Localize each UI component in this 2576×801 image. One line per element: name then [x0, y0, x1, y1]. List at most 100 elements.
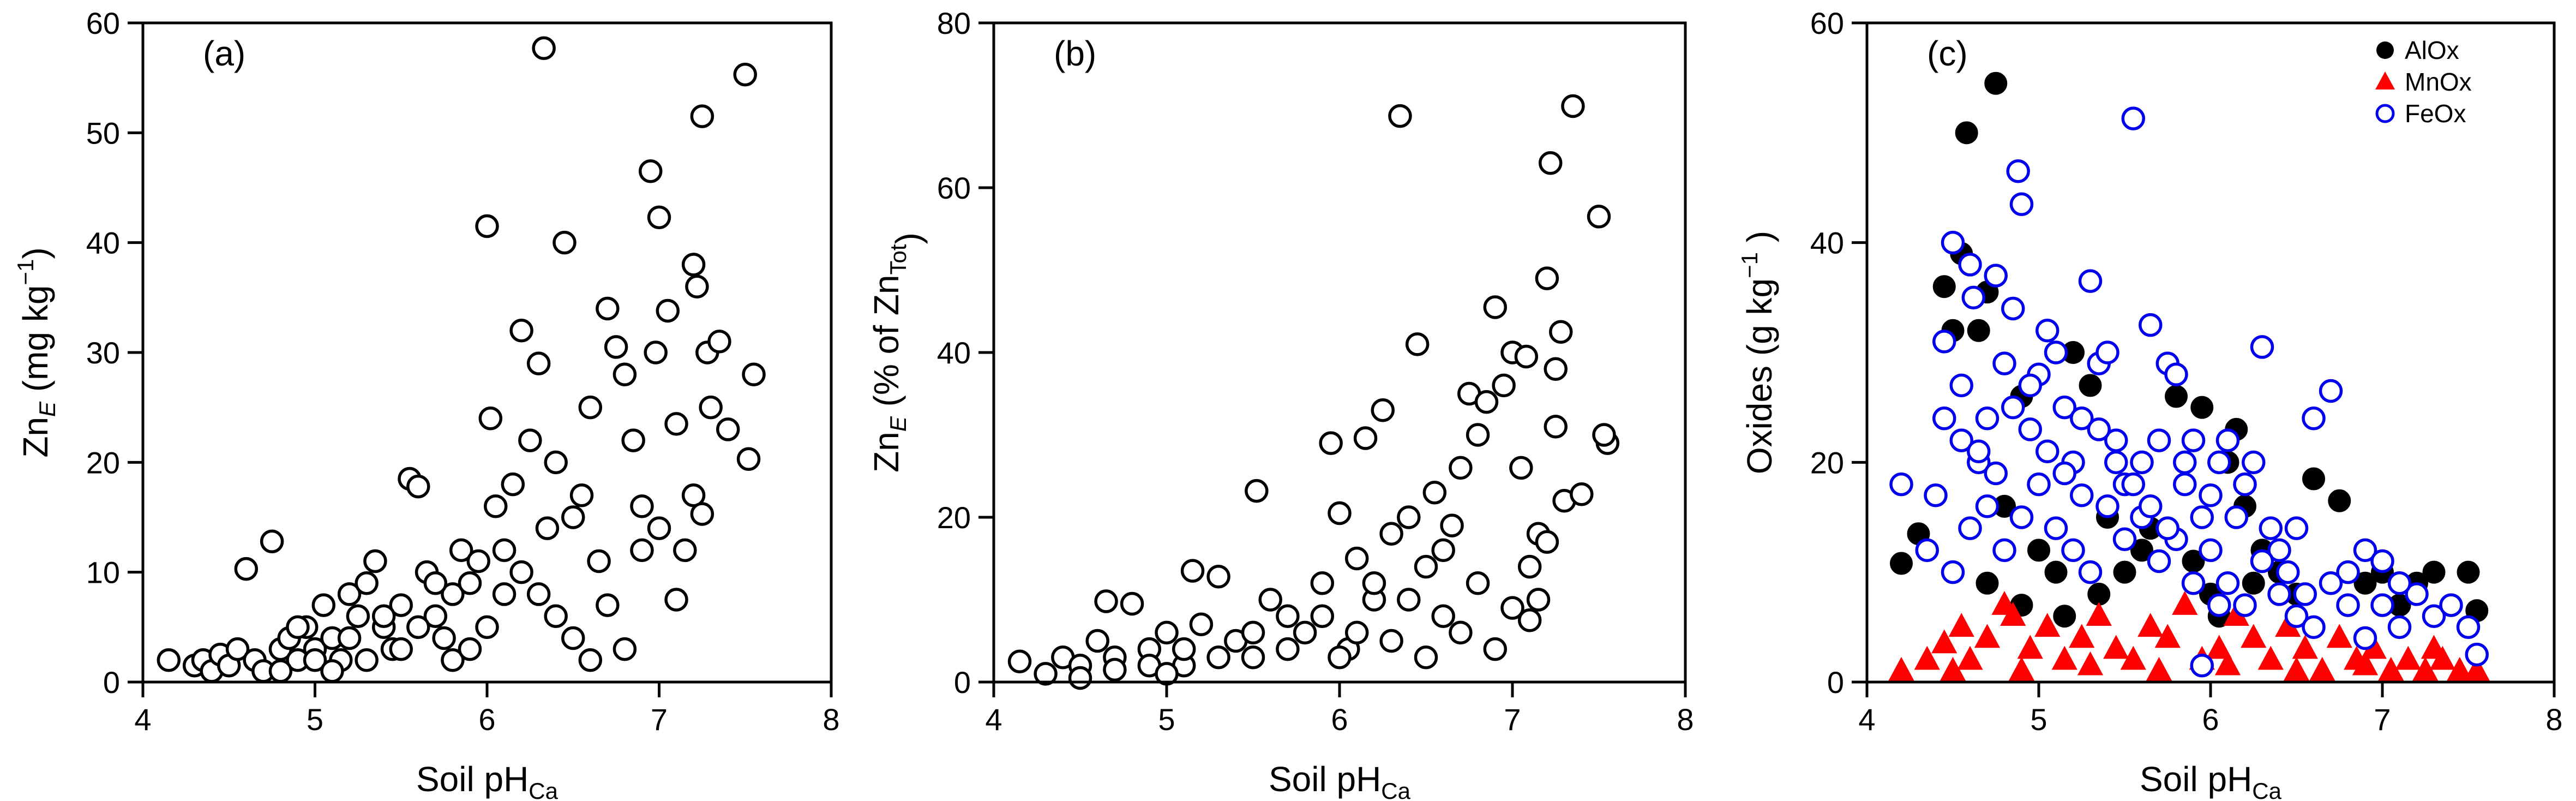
data-points — [157, 36, 766, 683]
series1-point — [613, 637, 637, 661]
series1-point — [1483, 295, 1508, 319]
series1-point — [638, 159, 663, 183]
series1-point — [1103, 657, 1127, 682]
mnox-point — [2395, 645, 2421, 670]
alox-point — [2027, 539, 2050, 562]
feox-point — [2121, 472, 2145, 497]
feox-point — [1975, 494, 1999, 518]
series1-point — [699, 395, 723, 420]
legend-label-feox: FeOx — [2405, 99, 2466, 128]
series1-point — [518, 428, 542, 452]
y-tick-label: 60 — [1810, 6, 1844, 40]
feox-point — [1958, 253, 1982, 277]
legend-marker-mnox — [2375, 71, 2395, 89]
series1-point — [1206, 564, 1230, 589]
y-tick-label: 0 — [954, 665, 971, 700]
feox-point — [2242, 450, 2266, 475]
series1-point — [1440, 513, 1464, 537]
series1-point — [234, 557, 259, 581]
feox-point — [2001, 395, 2025, 420]
feox-point — [2044, 340, 2068, 364]
mnox-point — [2464, 656, 2490, 681]
series1-point — [1379, 629, 1403, 653]
feox-point — [2035, 439, 2059, 463]
series1-point — [535, 516, 560, 540]
series1-point — [1206, 645, 1230, 670]
series1-point — [707, 330, 731, 354]
series1-point — [1587, 205, 1611, 229]
series1-point — [569, 483, 594, 507]
mnox-point — [2008, 656, 2035, 681]
mnox-point — [2214, 651, 2241, 676]
feox-point — [1924, 483, 1948, 507]
series1-point — [526, 351, 551, 375]
series1-point — [1397, 588, 1421, 612]
series1-point — [1422, 480, 1447, 505]
series1-point — [1034, 662, 1058, 686]
series1-point — [596, 593, 620, 617]
series1-point — [621, 428, 645, 452]
series1-point — [371, 604, 396, 628]
feox-point — [2130, 450, 2154, 475]
feox-point — [2104, 450, 2128, 475]
alox-point — [2328, 489, 2351, 512]
y-axis-label: ZnE (mg kg−1) — [13, 247, 60, 457]
feox-point — [2095, 340, 2119, 364]
alox-point — [2130, 539, 2153, 562]
series1-point — [544, 450, 568, 475]
mnox-point — [2206, 635, 2232, 659]
feox-point — [2387, 615, 2412, 639]
feox-point — [2250, 335, 2274, 359]
series1-point — [423, 571, 448, 595]
mnox-point — [2146, 656, 2172, 681]
series1-point — [441, 648, 465, 672]
feox-point — [2009, 192, 2034, 216]
mnox-point — [2352, 651, 2379, 676]
series1-point — [1310, 604, 1335, 628]
feox-point — [1992, 538, 2016, 563]
x-tick-label: 7 — [1504, 702, 1521, 737]
feox-point — [2087, 417, 2111, 441]
alox-point — [2242, 571, 2265, 595]
y-tick-label: 80 — [937, 6, 971, 40]
x-tick-label: 7 — [651, 702, 668, 737]
series1-point — [1276, 604, 1300, 628]
series1-point — [1172, 637, 1196, 661]
chart-panel-1: 4 5 6 7 8 0 10 20 30 40 50 60 (a) Soil pHCa ZnE (mg kg… — [13, 6, 840, 801]
feox-point — [2215, 571, 2240, 595]
feox-point — [1975, 407, 1999, 431]
series1-point — [509, 318, 533, 343]
y-tick-label: 0 — [103, 665, 120, 700]
feox-point — [2284, 516, 2309, 540]
series1-point — [458, 637, 482, 661]
feox-point — [2370, 593, 2394, 617]
series1-point — [644, 340, 668, 364]
mnox-point — [2103, 635, 2129, 659]
series1-point — [681, 253, 706, 277]
series1-point — [337, 582, 362, 606]
chart-panel-3: 4 5 6 7 8 0 20 40 60 (c) Soil pHCa Oxides (g kg−1 )… — [1737, 6, 2563, 801]
mnox-point — [2447, 656, 2473, 681]
series1-point — [685, 274, 709, 298]
feox-point — [2293, 582, 2317, 606]
x-axis-label: Soil pHCa — [416, 760, 559, 801]
x-tick-label: 8 — [1677, 702, 1694, 737]
feox-point — [2199, 483, 2223, 507]
series1-point — [1007, 649, 1032, 673]
mnox-point — [2257, 645, 2284, 670]
data-points — [1888, 71, 2490, 681]
mnox-point — [2309, 656, 2335, 681]
feox-point — [2018, 417, 2042, 441]
feox-point — [2207, 450, 2231, 475]
feox-point — [2207, 593, 2231, 617]
feox-point — [2370, 549, 2394, 573]
alox-point — [1984, 71, 2008, 95]
feox-point — [2190, 505, 2214, 529]
mnox-point — [2241, 624, 2267, 648]
series1-point — [268, 659, 293, 683]
feox-point — [2267, 582, 2291, 606]
legend-marker-feox — [2375, 104, 2395, 123]
series1-point — [1362, 571, 1386, 595]
x-tick-label: 4 — [985, 702, 1002, 737]
series1-point — [1241, 620, 1265, 645]
